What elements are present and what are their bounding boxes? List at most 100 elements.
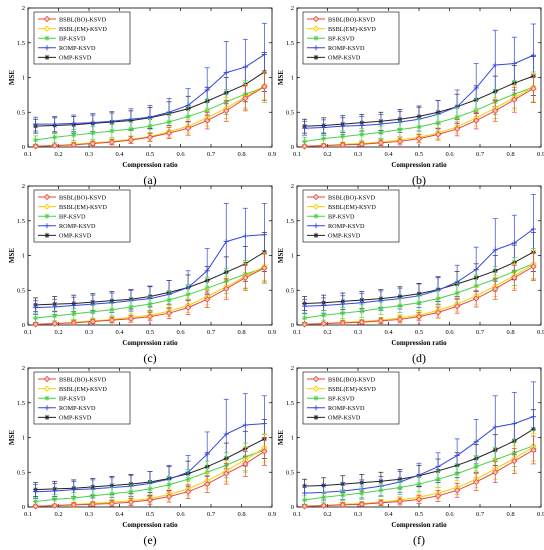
- data-point: [43, 193, 51, 201]
- data-point: [44, 232, 50, 238]
- legend-entry-label: OMP-KSVD: [328, 233, 361, 240]
- data-point: [109, 128, 115, 134]
- legend-entry-label: BSBL(BO)-KSVD: [328, 376, 376, 383]
- data-point: [184, 304, 192, 311]
- data-point: [33, 498, 39, 505]
- x-tick-label: 0.1: [24, 511, 32, 518]
- data-point: [313, 213, 319, 219]
- y-tick-label: 1: [22, 435, 25, 442]
- x-tick-label: 0.7: [207, 151, 216, 158]
- y-tick-label: 2: [291, 183, 294, 190]
- x-axis-label: Compression ratio: [391, 521, 447, 529]
- x-tick-label: 0.3: [85, 329, 93, 336]
- data-point: [32, 143, 39, 150]
- panel-caption: (d): [412, 351, 426, 365]
- data-point: [301, 321, 308, 328]
- data-point: [242, 422, 248, 428]
- data-point: [146, 496, 154, 504]
- data-point: [223, 107, 230, 115]
- y-tick-label: 2: [22, 5, 25, 12]
- data-point: [511, 96, 518, 103]
- x-tick-label: 0.1: [293, 329, 301, 336]
- data-point: [52, 121, 58, 127]
- x-tick-label: 0.4: [115, 511, 124, 518]
- data-point: [321, 312, 327, 318]
- data-point: [473, 295, 480, 302]
- data-point: [89, 318, 96, 325]
- data-point: [33, 489, 39, 495]
- data-point: [359, 122, 365, 129]
- panel-caption: (f): [413, 533, 425, 547]
- x-tick-label: 0.9: [268, 329, 276, 336]
- y-tick-label: 0.5: [17, 109, 25, 116]
- legend-entry-label: OMP-KSVD: [59, 415, 92, 422]
- legend-entry-label: BP-KSVD: [59, 214, 86, 221]
- data-point: [313, 54, 319, 60]
- data-point: [127, 498, 135, 506]
- data-point: [339, 141, 346, 149]
- data-point: [313, 405, 319, 411]
- x-tick-label: 0.1: [24, 329, 32, 336]
- data-point: [108, 500, 116, 507]
- x-tick-label: 0.5: [146, 329, 154, 336]
- legend-entry-label: OMP-KSVD: [59, 233, 92, 240]
- data-point: [185, 476, 191, 482]
- x-tick-label: 0.4: [115, 329, 124, 336]
- x-tick-label: 0.3: [354, 511, 362, 518]
- data-point: [321, 136, 327, 142]
- legend-entry-label: BSBL(BO)-KSVD: [59, 16, 107, 23]
- data-point: [166, 119, 172, 125]
- data-point: [261, 51, 267, 58]
- legend-entry-label: ROMP-KSVD: [328, 405, 365, 412]
- data-point: [43, 25, 51, 32]
- data-point: [146, 313, 154, 320]
- data-point: [530, 52, 536, 58]
- y-tick-label: 2: [22, 183, 25, 190]
- data-point: [44, 223, 50, 229]
- data-point: [44, 414, 50, 420]
- series-1: [301, 252, 537, 328]
- y-axis-label: MSE: [277, 430, 285, 446]
- chart-panel-2: 0.1 0.2 0.3 0.4 0.5 0.6 0.7 0.8 0.9 0 0.5 1 1.5 2 Comp…: [277, 5, 544, 187]
- data-point: [340, 133, 346, 140]
- data-point: [359, 131, 365, 138]
- data-point: [415, 135, 423, 142]
- data-point: [71, 132, 77, 138]
- data-point: [302, 497, 308, 503]
- y-tick-label: 1.5: [286, 218, 294, 225]
- data-point: [184, 125, 192, 132]
- data-point: [147, 486, 153, 492]
- data-point: [378, 121, 384, 127]
- data-point: [242, 64, 248, 70]
- y-tick-label: 1: [291, 75, 294, 82]
- data-point: [312, 193, 320, 201]
- y-tick-label: 1: [22, 75, 25, 82]
- legend-entry-label: ROMP-KSVD: [59, 405, 96, 412]
- data-point: [358, 501, 365, 508]
- data-point: [165, 129, 173, 137]
- legend-entry-label: BSBL(EM)-KSVD: [328, 204, 376, 211]
- data-point: [71, 302, 77, 309]
- data-point: [71, 495, 77, 501]
- legend-entry-label: BSBL(EM)-KSVD: [59, 386, 107, 393]
- x-tick-label: 0.6: [445, 151, 454, 158]
- x-tick-label: 0.6: [176, 511, 185, 518]
- x-tick-label: 0.4: [384, 329, 393, 336]
- data-point: [44, 35, 50, 41]
- data-point: [492, 424, 498, 430]
- data-point: [416, 124, 422, 130]
- y-tick-label: 1.5: [17, 400, 25, 407]
- data-point: [434, 309, 442, 316]
- data-point: [242, 233, 248, 239]
- x-tick-label: 0.8: [506, 511, 514, 518]
- data-point: [261, 264, 268, 272]
- data-point: [242, 274, 249, 281]
- y-tick-label: 1: [291, 253, 294, 260]
- data-point: [302, 490, 308, 496]
- data-point: [127, 136, 135, 144]
- x-tick-label: 0.8: [237, 511, 245, 518]
- data-point: [530, 85, 537, 92]
- data-point: [320, 142, 327, 149]
- data-point: [128, 489, 134, 495]
